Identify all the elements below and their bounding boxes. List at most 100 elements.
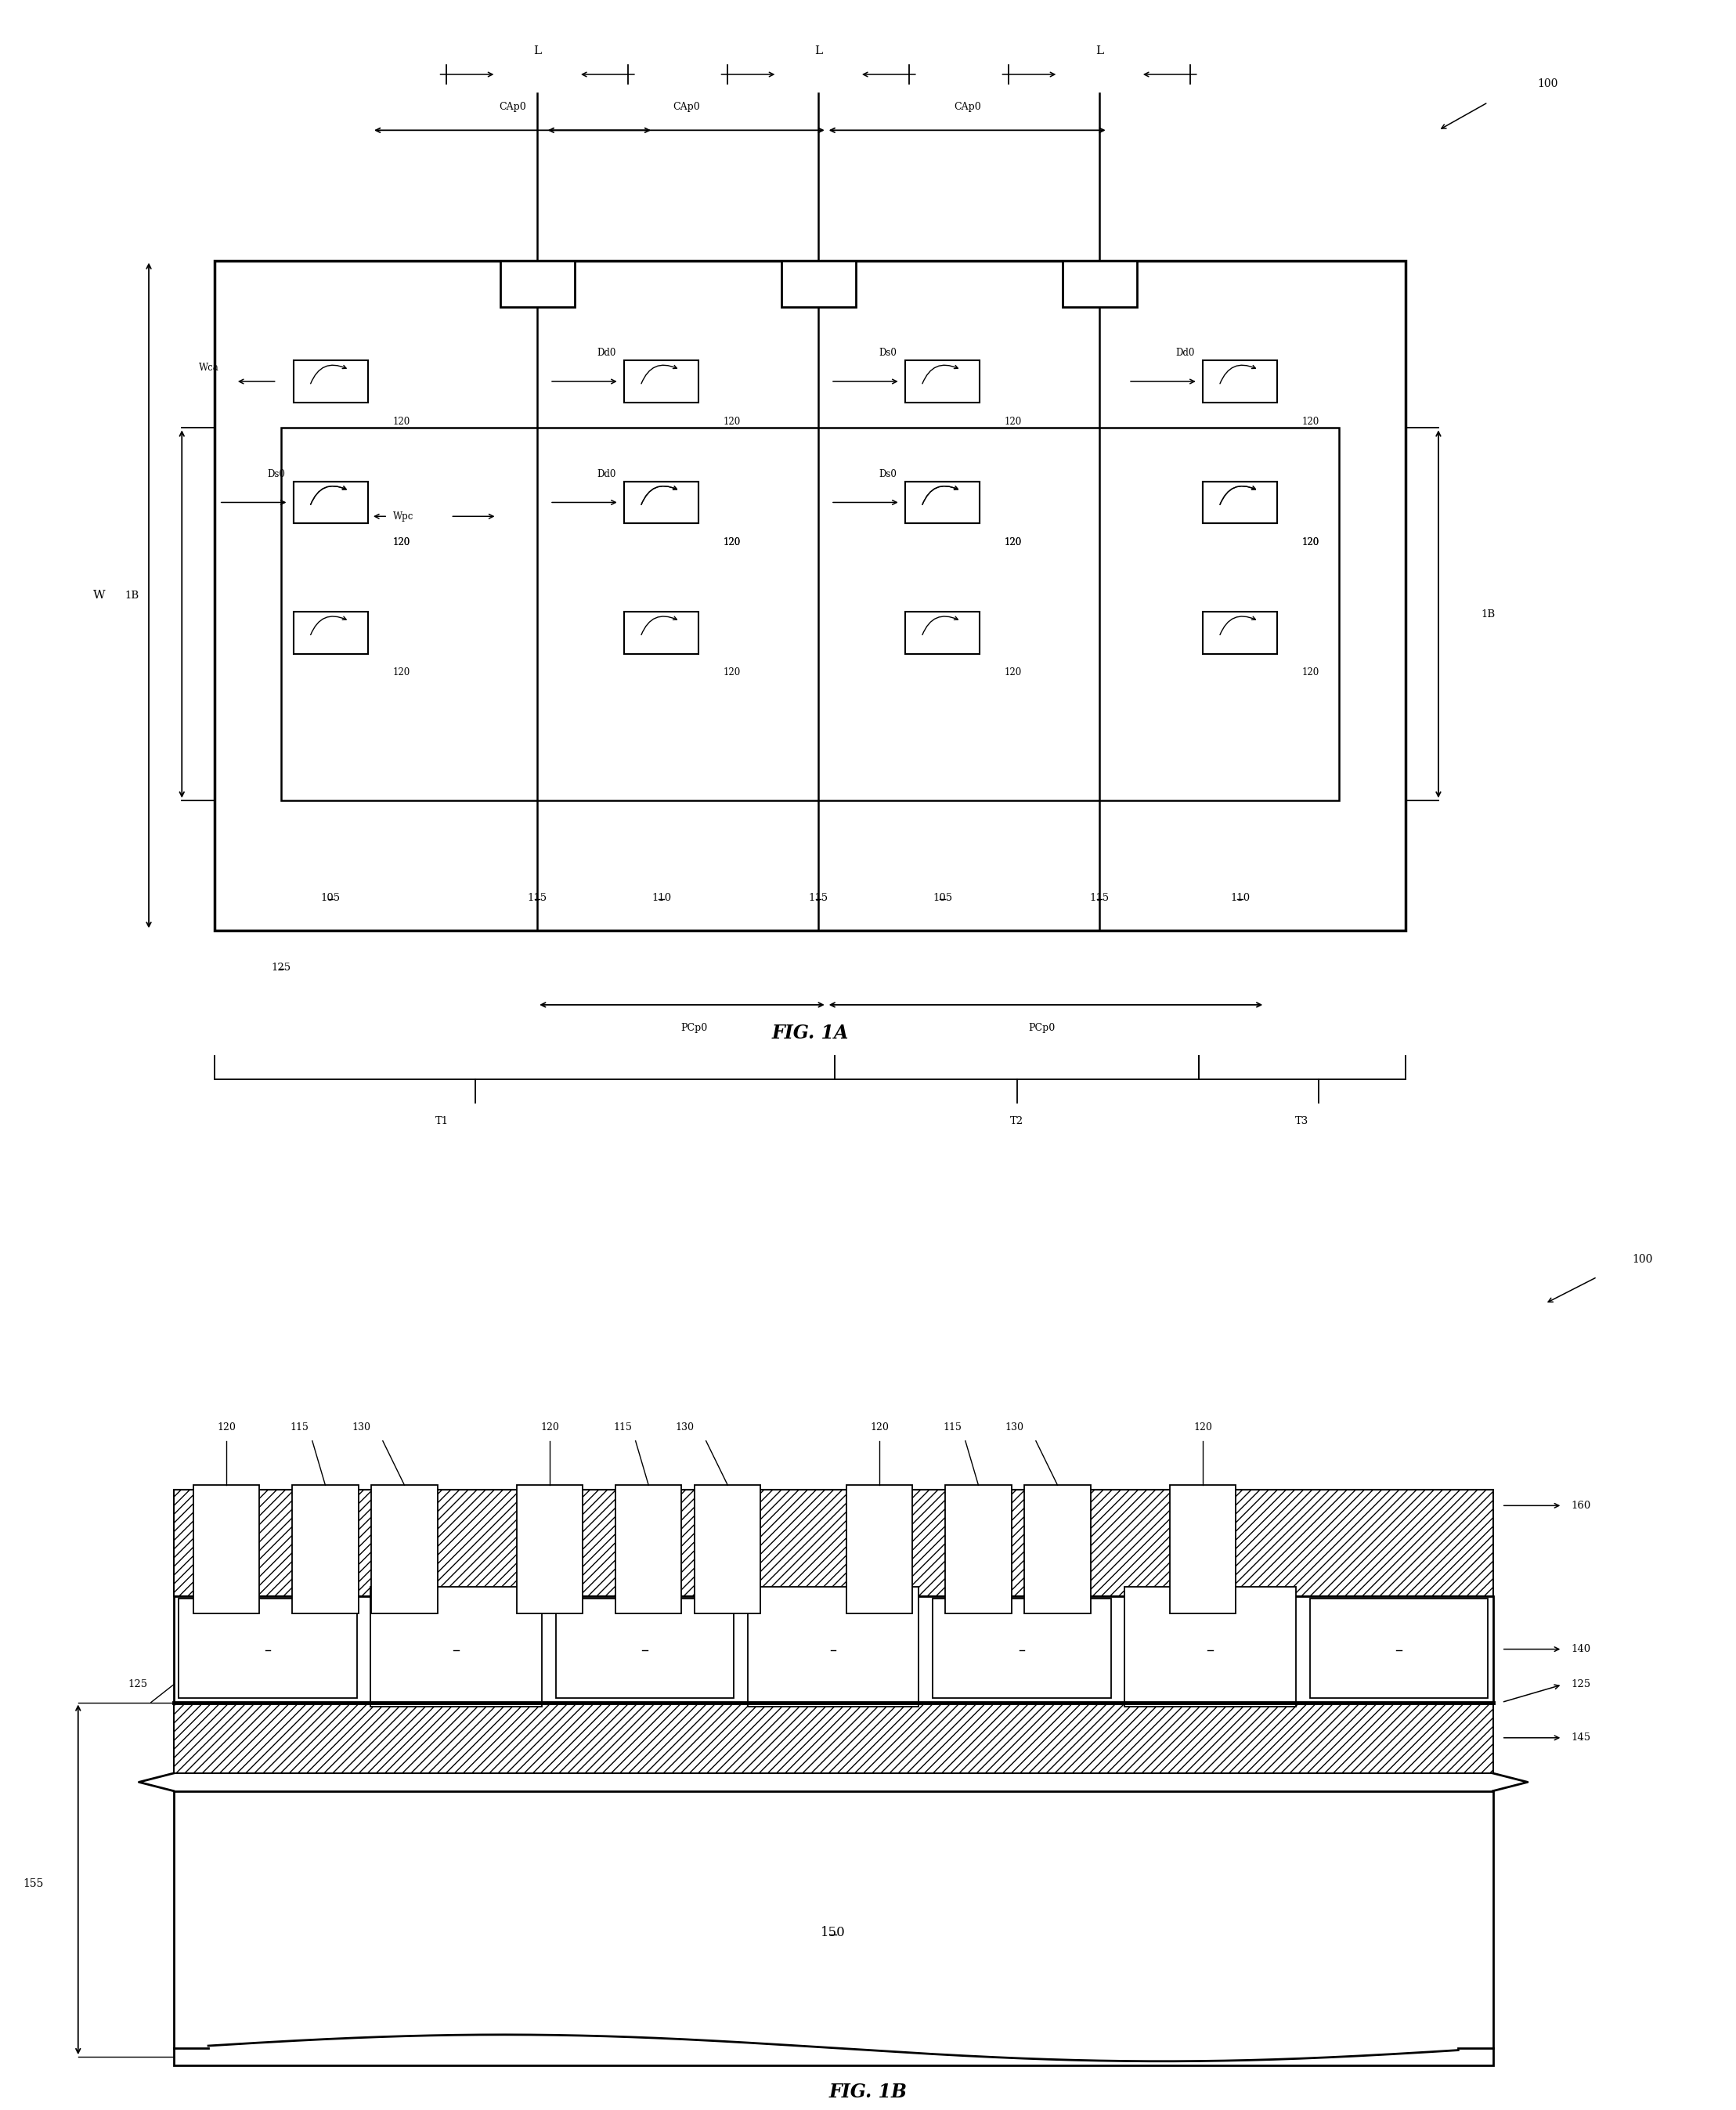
Bar: [293, 481, 368, 523]
Text: 1B: 1B: [125, 591, 139, 601]
Text: 105: 105: [932, 893, 953, 903]
Text: L: L: [533, 46, 542, 57]
Text: L: L: [814, 46, 823, 57]
Text: 110: 110: [651, 893, 672, 903]
Text: 120: 120: [870, 1422, 889, 1433]
Text: 120: 120: [724, 538, 741, 546]
Bar: [372, 1587, 542, 1707]
Text: CAp0: CAp0: [953, 101, 981, 112]
Text: PCp0: PCp0: [1028, 1023, 1055, 1034]
Text: 115: 115: [1090, 893, 1109, 903]
Text: 130: 130: [352, 1422, 370, 1433]
Bar: [625, 361, 698, 403]
Text: 120: 120: [1193, 1422, 1212, 1433]
Text: CAp0: CAp0: [672, 101, 700, 112]
Text: 130: 130: [675, 1422, 694, 1433]
Bar: [179, 1599, 358, 1699]
Text: 120: 120: [1005, 538, 1023, 546]
Bar: [174, 1490, 1493, 1595]
Bar: [616, 1485, 682, 1614]
Bar: [292, 1485, 358, 1614]
Bar: [1203, 361, 1278, 403]
Text: 120: 120: [392, 538, 410, 546]
Text: Wca: Wca: [200, 363, 219, 373]
Text: 100: 100: [1538, 78, 1559, 89]
Text: CAp0: CAp0: [498, 101, 526, 112]
Text: 120: 120: [540, 1422, 559, 1433]
Text: 155: 155: [23, 1878, 43, 1888]
Bar: [1203, 481, 1278, 523]
Text: 115: 115: [613, 1422, 632, 1433]
Bar: [215, 260, 1406, 931]
Text: 115: 115: [809, 893, 828, 903]
Bar: [556, 1599, 734, 1699]
Bar: [293, 481, 368, 523]
Text: 120: 120: [1302, 416, 1319, 426]
Text: 120: 120: [1005, 667, 1023, 677]
Text: 120: 120: [724, 416, 741, 426]
Bar: [625, 612, 698, 654]
Text: 120: 120: [1005, 416, 1023, 426]
Text: 125: 125: [1571, 1680, 1590, 1690]
Bar: [193, 1485, 259, 1614]
Text: 115: 115: [943, 1422, 962, 1433]
Text: 120: 120: [392, 667, 410, 677]
Text: 115: 115: [290, 1422, 309, 1433]
Bar: [847, 1485, 913, 1614]
Text: Ds0: Ds0: [878, 468, 898, 479]
Text: 125: 125: [128, 1680, 148, 1690]
Bar: [372, 1485, 437, 1614]
Text: 120: 120: [217, 1422, 236, 1433]
Bar: [174, 1595, 1493, 1703]
Text: 110: 110: [1389, 1644, 1408, 1654]
Bar: [1203, 481, 1278, 523]
Text: 160: 160: [1571, 1500, 1590, 1511]
Text: 120: 120: [1302, 538, 1319, 546]
Text: FIG. 1A: FIG. 1A: [771, 1023, 849, 1042]
Text: 135: 135: [823, 1644, 844, 1654]
Text: Dd0: Dd0: [1175, 348, 1194, 359]
Bar: [625, 481, 698, 523]
Bar: [904, 612, 979, 654]
Bar: [1024, 1485, 1090, 1614]
Text: PCp0: PCp0: [681, 1023, 708, 1034]
Text: Dd0: Dd0: [597, 468, 616, 479]
Bar: [904, 481, 979, 523]
Text: 120: 120: [1005, 538, 1023, 546]
Bar: [517, 1485, 583, 1614]
Bar: [904, 481, 979, 523]
Bar: [174, 1791, 1493, 2066]
Text: 115: 115: [528, 893, 547, 903]
Bar: [293, 361, 368, 403]
Text: Ds0: Ds0: [267, 468, 285, 479]
Text: 110: 110: [635, 1644, 654, 1654]
Bar: [174, 1703, 1493, 1772]
Bar: [281, 428, 1338, 800]
Bar: [293, 612, 368, 654]
Text: 120: 120: [724, 538, 741, 546]
Bar: [500, 260, 575, 308]
Bar: [781, 260, 856, 308]
Text: Ds0: Ds0: [878, 348, 898, 359]
Text: Dd0: Dd0: [597, 348, 616, 359]
Text: 145: 145: [1571, 1732, 1590, 1743]
Text: T2: T2: [1010, 1116, 1024, 1127]
Text: T3: T3: [1295, 1116, 1309, 1127]
Bar: [625, 481, 698, 523]
Text: 105: 105: [321, 893, 340, 903]
Bar: [932, 1599, 1111, 1699]
Bar: [946, 1485, 1012, 1614]
Bar: [1309, 1599, 1488, 1699]
Text: 120: 120: [392, 416, 410, 426]
Bar: [1170, 1485, 1236, 1614]
Bar: [1062, 260, 1137, 308]
Bar: [748, 1587, 918, 1707]
Text: 110: 110: [1231, 893, 1250, 903]
Text: 120: 120: [392, 538, 410, 546]
Text: 105: 105: [259, 1644, 278, 1654]
Text: 1B: 1B: [1481, 610, 1495, 618]
Text: L: L: [1095, 46, 1104, 57]
Text: 135: 135: [446, 1644, 467, 1654]
Text: 135: 135: [1200, 1644, 1220, 1654]
Text: T1: T1: [436, 1116, 450, 1127]
